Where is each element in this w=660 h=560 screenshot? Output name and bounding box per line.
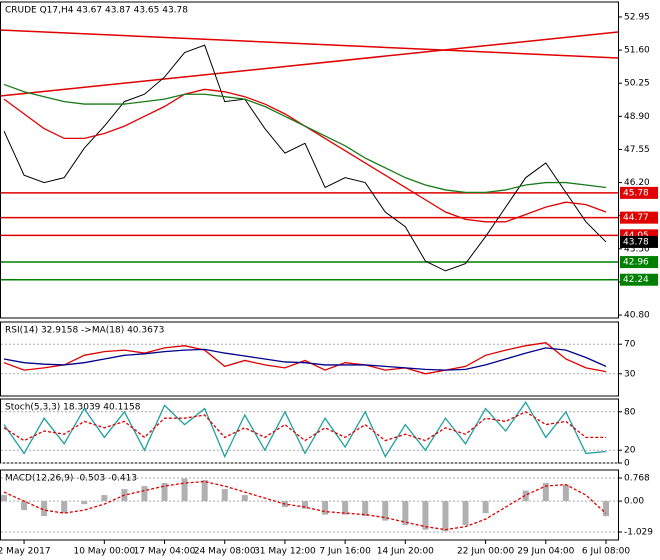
- x-tick-label: 14 Jun 20:00: [377, 547, 434, 557]
- price-level-label: 42.24: [623, 275, 649, 285]
- y-tick-label: 30: [624, 369, 636, 379]
- histogram-bar: [241, 495, 248, 502]
- y-tick-label: 0: [624, 459, 630, 469]
- panel-frame: [0, 1, 619, 319]
- panel-title: Stoch(5,3,3) 18.3039 40.1158: [5, 403, 141, 413]
- panel-title: CRUDE Q17,H4 43.67 43.87 43.65 43.78: [5, 6, 188, 16]
- x-tick-label: 6 Jul 08:00: [582, 547, 631, 557]
- series-line: [3, 480, 607, 531]
- series-line: [3, 83, 607, 194]
- histogram-bar: [322, 501, 329, 515]
- x-tick-label: 29 Jun 04:00: [517, 547, 574, 557]
- y-tick-label: 0.768: [624, 474, 650, 484]
- y-tick-label: 51.60: [624, 46, 650, 56]
- histogram-bar: [201, 480, 208, 502]
- y-tick-label: 0.00: [624, 497, 644, 507]
- histogram-bar: [422, 501, 429, 530]
- y-tick-label: 20: [624, 446, 636, 456]
- last-price-box: [620, 235, 658, 248]
- histogram-bar: [482, 501, 489, 514]
- histogram-bar: [221, 489, 228, 502]
- x-tick-label: 17 May 04:00: [134, 547, 196, 557]
- price-level-label: 44.05: [623, 231, 649, 241]
- series-line: [3, 44, 607, 272]
- histogram-bar: [462, 501, 469, 526]
- histogram-bar: [362, 501, 369, 517]
- price-level-box: [620, 211, 658, 224]
- histogram-bar: [382, 501, 389, 521]
- y-tick-label: 50.25: [624, 79, 650, 89]
- histogram-bar: [61, 501, 68, 514]
- y-tick-label: 48.90: [624, 112, 650, 122]
- y-tick-label: 46.20: [624, 178, 650, 188]
- series-line: [3, 342, 607, 375]
- histogram-bar: [402, 501, 409, 526]
- price-level-label: 44.77: [623, 213, 649, 223]
- x-tick-label: 22 Jun 00:00: [457, 547, 514, 557]
- trend-line: [0, 31, 619, 97]
- last-price-label: 43.78: [623, 237, 649, 247]
- histogram-bar: [41, 501, 48, 517]
- y-tick-label: 43.50: [624, 244, 650, 254]
- trend-line: [0, 29, 619, 59]
- x-tick-label: 24 May 08:00: [194, 547, 256, 557]
- histogram-bar: [161, 483, 168, 502]
- histogram-bar: [141, 486, 148, 502]
- price-level-box: [620, 273, 658, 286]
- y-tick-label: 70: [624, 340, 636, 350]
- histogram-bar: [342, 501, 349, 515]
- x-tick-label: 31 May 12:00: [254, 547, 316, 557]
- panel-title: RSI(14) 32.9158 ->MA(18) 40.3673: [5, 326, 164, 336]
- histogram-bar: [522, 490, 529, 502]
- panel-frame: [0, 321, 619, 397]
- panel-frame: [0, 469, 619, 541]
- histogram-bar: [21, 501, 28, 511]
- histogram-bar: [181, 478, 188, 502]
- histogram-bar: [302, 501, 308, 509]
- histogram-bar: [542, 483, 549, 502]
- x-tick-label: 2 May 2017: [0, 547, 51, 557]
- price-level-label: 45.78: [623, 188, 649, 198]
- histogram-bar: [101, 495, 108, 502]
- series-line: [3, 411, 606, 442]
- histogram-bar: [603, 501, 609, 517]
- price-level-box: [620, 256, 658, 269]
- histogram-bar: [1, 495, 7, 502]
- y-tick-label: 40.80: [624, 311, 650, 321]
- histogram-bar: [442, 501, 449, 532]
- y-tick-label: 52.95: [624, 12, 650, 22]
- panel-title: MACD(12,26,9) -0.503 -0.413: [5, 474, 137, 484]
- y-tick-label: 47.55: [624, 145, 650, 155]
- price-level-box: [620, 186, 658, 199]
- y-tick-label: -1.029: [624, 528, 653, 538]
- y-tick-label: 80: [624, 407, 636, 417]
- series-line: [3, 400, 607, 459]
- histogram-bar: [81, 501, 88, 505]
- price-level-label: 42.96: [623, 258, 649, 268]
- histogram-bar: [562, 484, 569, 502]
- x-tick-label: 7 Jun 16:00: [319, 547, 371, 557]
- series-line: [3, 347, 607, 371]
- x-tick-label: 10 May 00:00: [73, 547, 135, 557]
